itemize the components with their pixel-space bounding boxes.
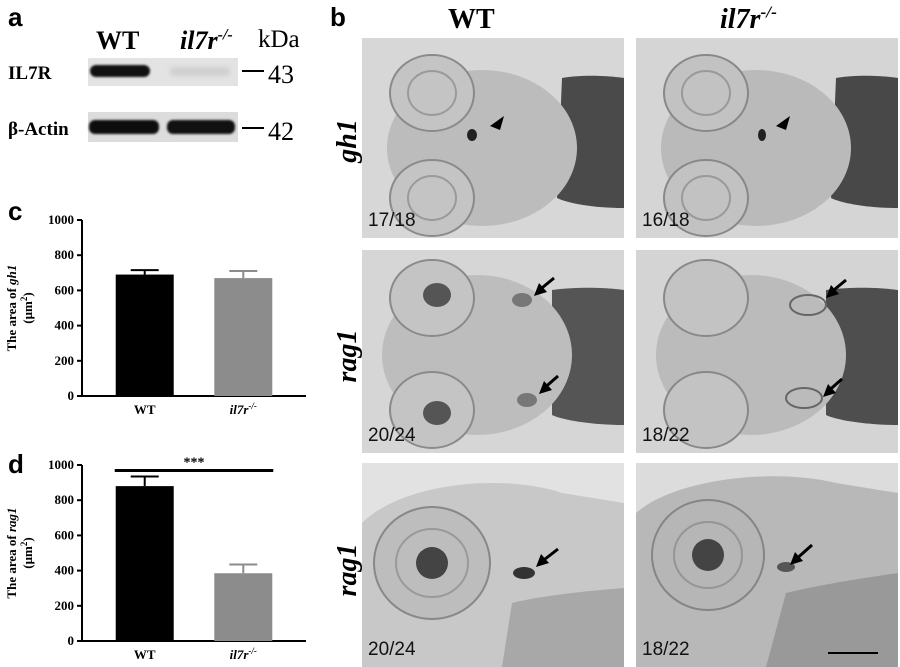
mw-tick [242, 127, 264, 129]
count-label: 18/22 [642, 425, 690, 446]
count-label: 18/22 [642, 639, 690, 660]
row-label-rag1-lateral: rag1 [332, 543, 363, 597]
blot-strip-actin [88, 112, 238, 142]
mw-label-43: 43 [268, 60, 294, 89]
x-tick-label: il7r-/- [230, 646, 257, 662]
count-label: 17/18 [368, 210, 416, 231]
y-tick-label: 1000 [48, 212, 74, 227]
larva-dorsal-image [362, 250, 624, 453]
panel-d-label: d [8, 449, 24, 479]
blot-band [167, 120, 235, 134]
y-tick-label: 200 [55, 353, 75, 368]
y-tick-label: 400 [55, 563, 75, 578]
y-axis-label: The area of rag1 [4, 507, 19, 598]
row-label-rag1-dorsal: rag1 [332, 329, 363, 383]
photo-col-wt: WT [448, 4, 495, 35]
x-tick-label: WT [134, 402, 156, 417]
mw-tick [242, 70, 264, 72]
y-tick-label: 800 [55, 492, 75, 507]
blot-band [89, 120, 159, 134]
bar-wt [115, 486, 174, 641]
y-tick-label: 0 [68, 633, 75, 648]
blot-band [90, 65, 150, 77]
y-axis-unit: (μm2) [19, 537, 35, 568]
y-tick-label: 800 [55, 247, 75, 262]
row-label-gh1: gh1 [332, 119, 363, 163]
photo-mut-rag1-lateral: 18/22 [636, 463, 898, 667]
photo-wt-gh1: 17/18 [362, 38, 624, 238]
count-label: 20/24 [368, 425, 416, 446]
photo-col-mutant: il7r-/- [720, 2, 777, 35]
bar-wt [115, 274, 174, 396]
y-tick-label: 1000 [48, 457, 74, 472]
photo-wt-rag1-lateral: 20/24 [362, 463, 624, 667]
y-tick-label: 600 [55, 282, 75, 297]
y-tick-label: 600 [55, 527, 75, 542]
y-tick-label: 0 [68, 388, 75, 403]
blot-unit: kDa [258, 26, 300, 53]
y-tick-label: 200 [55, 598, 75, 613]
y-axis-unit: (μm2) [19, 292, 35, 323]
photo-mut-rag1-dorsal: 18/22 [636, 250, 898, 453]
count-label: 16/18 [642, 210, 690, 231]
count-label: 20/24 [368, 639, 416, 660]
photo-wt-rag1-dorsal: 20/24 [362, 250, 624, 453]
panel-b-label: b [330, 2, 346, 32]
photo-mut-gh1: 16/18 [636, 38, 898, 238]
larva-dorsal-image [636, 38, 898, 238]
chart-d: 0 200 400 600 800 1000 WT il7r-/- *** The area of… [4, 455, 306, 662]
larva-lateral-image [636, 463, 898, 667]
larva-dorsal-image [636, 250, 898, 453]
bar-mutant [214, 573, 273, 641]
larva-dorsal-image [362, 38, 624, 238]
panel-a-label: a [8, 2, 23, 32]
blot-band [170, 67, 230, 76]
blot-col-mutant: il7r-/- [180, 26, 233, 55]
x-tick-label: WT [134, 647, 156, 662]
blot-row-actin: β-Actin [8, 119, 69, 140]
bar-mutant [214, 278, 273, 396]
larva-lateral-image [362, 463, 624, 667]
y-tick-label: 400 [55, 318, 75, 333]
blot-col-wt: WT [96, 26, 140, 55]
significance-label: *** [184, 455, 205, 470]
y-axis-label: The area of gh1 [4, 265, 19, 352]
x-tick-label: il7r-/- [230, 401, 257, 417]
chart-c: 0 200 400 600 800 1000 WT il7r-/- The area of gh… [4, 212, 306, 417]
mw-label-42: 42 [268, 117, 294, 146]
blot-row-il7r: IL7R [8, 63, 52, 84]
panel-c-label: c [8, 196, 23, 226]
blot-strip-il7r [88, 58, 238, 86]
